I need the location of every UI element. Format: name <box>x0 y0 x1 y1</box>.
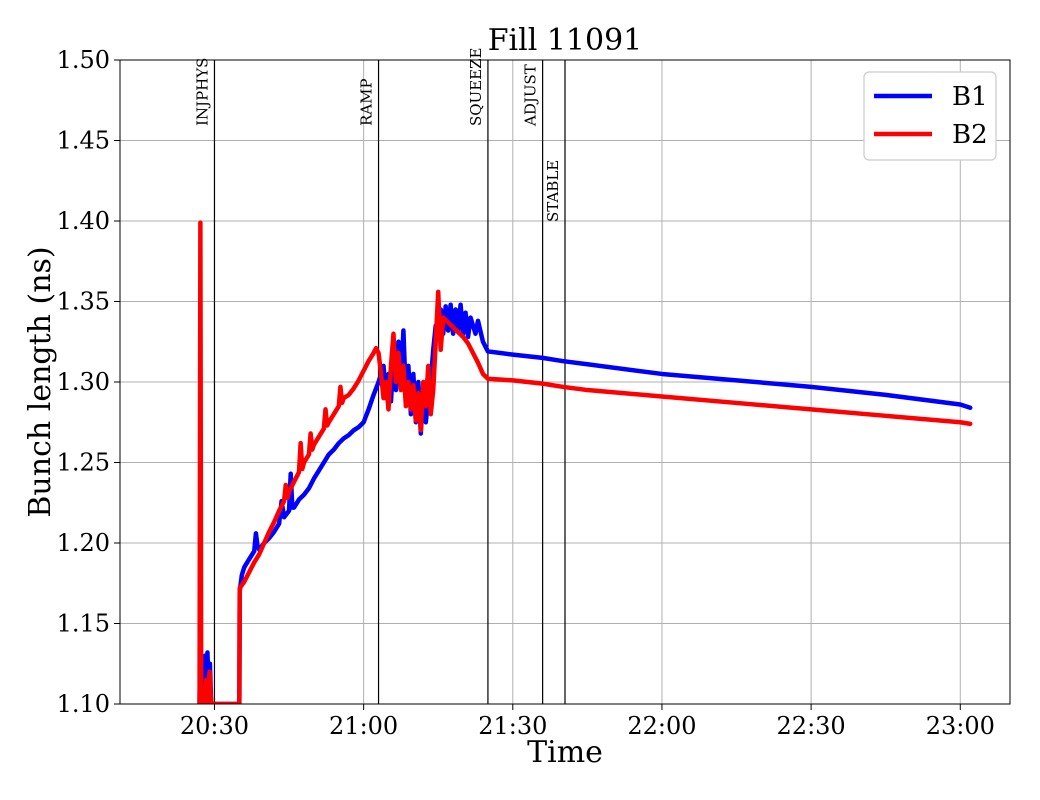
phase-label-stable: STABLE <box>544 160 562 222</box>
x-tick-label: 21:30 <box>478 712 547 740</box>
phase-label-adjust: ADJUST <box>522 64 540 127</box>
y-tick-label: 1.25 <box>57 449 110 477</box>
phase-label-squeeze: SQUEEZE <box>467 47 485 126</box>
y-tick-label: 1.50 <box>57 46 110 74</box>
y-tick-label: 1.15 <box>57 610 110 638</box>
y-tick-label: 1.35 <box>57 288 110 316</box>
legend-label-b2: B2 <box>952 120 988 150</box>
x-axis-label: Time <box>527 735 603 770</box>
x-tick-label: 21:00 <box>329 712 398 740</box>
y-tick-label: 1.40 <box>57 207 110 235</box>
phase-label-injphys: INJPHYS <box>193 58 211 126</box>
x-tick-label: 20:30 <box>180 712 249 740</box>
y-tick-label: 1.20 <box>57 529 110 557</box>
legend-label-b1: B1 <box>952 82 988 112</box>
y-axis-label: Bunch length (ns) <box>23 246 58 517</box>
x-tick-label: 22:30 <box>777 712 846 740</box>
chart-title: Fill 11091 <box>488 23 643 58</box>
y-tick-label: 1.45 <box>57 127 110 155</box>
series-lines <box>197 220 973 704</box>
x-tick-label: 23:00 <box>926 712 995 740</box>
x-tick-label: 22:00 <box>627 712 696 740</box>
y-tick-label: 1.10 <box>57 690 110 718</box>
series-b1-line <box>197 302 973 704</box>
series-b2-line <box>197 220 973 704</box>
axis-ticks: 20:30 21:00 21:30 22:00 22:30 23:00 1.10 1.15 1.… <box>57 46 995 740</box>
y-tick-label: 1.30 <box>57 368 110 396</box>
phase-label-ramp: RAMP <box>358 78 376 126</box>
